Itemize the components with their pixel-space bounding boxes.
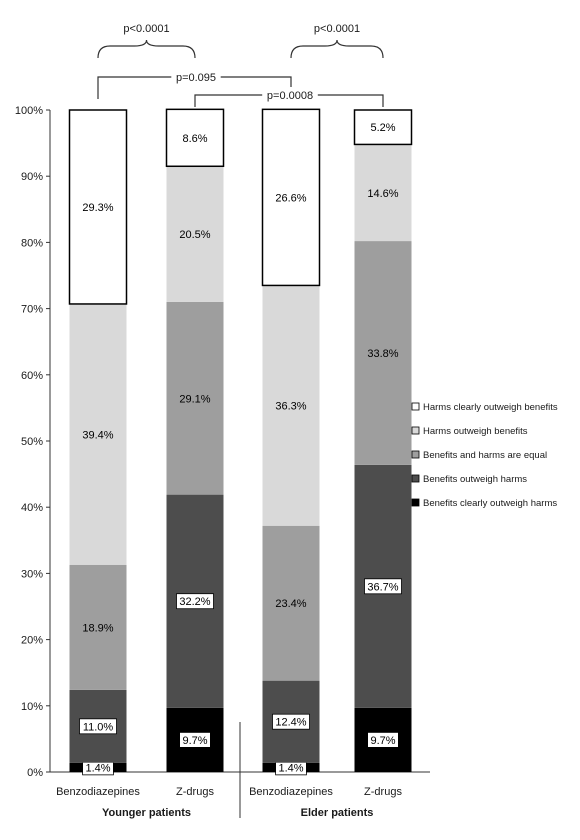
legend-swatch <box>411 474 420 483</box>
legend-swatch <box>411 450 420 459</box>
y-tick-label: 90% <box>21 171 43 183</box>
segment-label: 29.1% <box>179 393 210 405</box>
y-tick-label: 50% <box>21 436 43 448</box>
comparison-brace <box>97 39 196 59</box>
category-label: Z-drugs <box>176 786 214 798</box>
bar-segment <box>69 564 127 690</box>
segment-label-box <box>179 731 211 748</box>
y-tick-label: 100% <box>15 105 43 117</box>
legend-label: Benefits and harms are equal <box>423 450 547 461</box>
y-tick-label: 70% <box>21 304 43 316</box>
legend-label: Benefits clearly outweigh harms <box>423 498 557 509</box>
bar-segment <box>165 108 225 168</box>
segment-label-box <box>272 713 310 730</box>
legend-label: Harms clearly outweigh benefits <box>423 402 558 413</box>
comparison-label: p<0.0001 <box>123 23 169 35</box>
comparison-brace <box>290 39 384 59</box>
segment-label: 32.2% <box>179 596 210 608</box>
category-label: Z-drugs <box>364 786 402 798</box>
segment-label: 36.3% <box>275 401 306 413</box>
comparison-label: p<0.0001 <box>314 23 360 35</box>
segment-label: 36.7% <box>367 581 398 593</box>
comparison-label: p=0.0008 <box>267 90 313 102</box>
segment-label: 18.9% <box>82 622 113 634</box>
category-label: Benzodiazepines <box>56 786 140 798</box>
bar-segment <box>166 166 224 302</box>
bar-segment <box>69 303 127 565</box>
segment-label: 1.4% <box>85 762 110 774</box>
legend-label: Benefits outweigh harms <box>423 474 527 485</box>
bar-segment <box>262 285 320 526</box>
segment-label: 39.4% <box>82 429 113 441</box>
bar-segment <box>354 144 412 242</box>
y-tick-label: 20% <box>21 635 43 647</box>
segment-label-box <box>176 593 214 610</box>
legend-label: Harms outweigh benefits <box>423 426 528 437</box>
segment-label-box <box>364 578 402 595</box>
segment-label: 9.7% <box>182 735 207 747</box>
segment-label: 33.8% <box>367 348 398 360</box>
y-tick-label: 80% <box>21 237 43 249</box>
y-tick-label: 40% <box>21 502 43 514</box>
y-tick-label: 10% <box>21 701 43 713</box>
segment-label: 23.4% <box>275 598 306 610</box>
bar-segment <box>68 109 128 305</box>
bar-segment <box>354 241 412 465</box>
bar-segment <box>261 108 321 287</box>
segment-label: 1.4% <box>278 762 303 774</box>
category-label: Benzodiazepines <box>249 786 333 798</box>
segment-label: 8.6% <box>182 133 207 145</box>
group-label: Younger patients <box>102 807 191 819</box>
segment-label: 20.5% <box>179 229 210 241</box>
bar-segment <box>262 525 320 681</box>
bar-segment <box>353 109 413 146</box>
comparison-label-bg <box>262 87 318 101</box>
comparison-label-bg <box>171 69 221 83</box>
segment-label: 9.7% <box>370 735 395 747</box>
segment-label-box <box>79 718 117 735</box>
segment-label-box <box>367 731 399 748</box>
y-tick-label: 30% <box>21 568 43 580</box>
segment-label: 14.6% <box>367 188 398 200</box>
comparison-label: p=0.095 <box>176 72 216 84</box>
segment-label: 11.0% <box>83 721 114 733</box>
group-label: Elder patients <box>301 807 374 819</box>
segment-label: 12.4% <box>275 717 306 729</box>
y-tick-label: 0% <box>27 767 43 779</box>
legend-swatch <box>411 498 420 507</box>
segment-label: 5.2% <box>370 122 395 134</box>
y-tick-label: 60% <box>21 370 43 382</box>
legend-swatch <box>411 426 420 435</box>
legend-swatch <box>411 402 420 411</box>
bar-segment <box>166 301 224 495</box>
segment-label: 29.3% <box>82 202 113 214</box>
segment-label: 26.6% <box>275 192 306 204</box>
